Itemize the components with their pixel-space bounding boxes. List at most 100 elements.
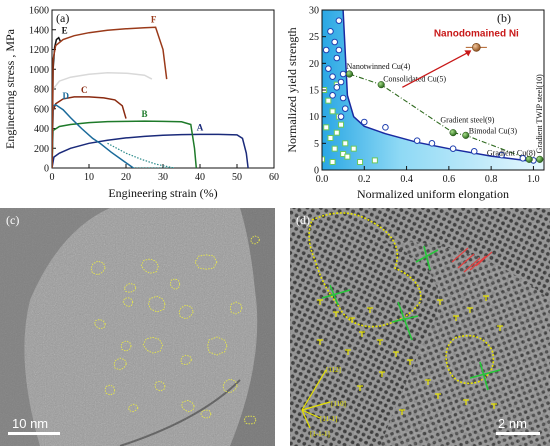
panel-a-x-tick-label: 20 bbox=[121, 172, 131, 183]
panel-b-point-label: Bimodal Cu(3) bbox=[469, 126, 518, 135]
panel-c-domain-outlines bbox=[90, 235, 261, 425]
panel-a-y-tick-label: 400 bbox=[34, 124, 49, 135]
panel-b-labeled-point bbox=[525, 155, 533, 163]
panel-b-circle-point bbox=[337, 78, 345, 86]
panel-b-strength-elongation-chart: Nanotwinned Cu(4) Consolidated Cu(5) Gradi… bbox=[285, 6, 545, 201]
panel-a-x-axis-label: Engineering strain (%) bbox=[108, 186, 217, 200]
panel-b-circle-point bbox=[327, 28, 334, 35]
panel-b-circle-point bbox=[339, 94, 347, 102]
panel-a-curve-label-E: E bbox=[62, 26, 68, 36]
panel-a-y-axis-label: Engineering stress , MPa bbox=[3, 28, 17, 149]
panel-b-x-axis-label: Normalized uniform elongation bbox=[357, 187, 509, 201]
panel-b-highlight-arrowhead bbox=[464, 50, 472, 57]
panel-a-curve-label-F: F bbox=[151, 14, 157, 24]
panel-b-point-label: Gradient steel(9) bbox=[440, 116, 494, 125]
panel-d-noise-texture bbox=[290, 208, 550, 446]
panel-b-circle-point bbox=[329, 73, 336, 80]
panel-a-y-tick-label: 1600 bbox=[29, 6, 49, 17]
panel-b-circle-point bbox=[331, 38, 338, 46]
panel-a-x-tick-label: 10 bbox=[84, 172, 94, 183]
panel-a-label: (a) bbox=[56, 11, 69, 25]
panel-c-dark-edge bbox=[0, 208, 110, 446]
panel-b-y-tick-label: 25 bbox=[309, 32, 319, 43]
panel-b-square-point bbox=[329, 159, 336, 165]
panel-a-curve-C bbox=[52, 96, 127, 168]
panel-a-curve-label-D: D bbox=[62, 91, 69, 101]
panel-b-circle-point bbox=[413, 137, 421, 144]
panel-d-hrtem-micrograph: [112] [110] [11-1] [1-1-1] (d) 2 nm bbox=[290, 208, 550, 446]
panel-b-square-point bbox=[331, 145, 338, 152]
panel-b-square-point bbox=[350, 145, 357, 152]
panel-a-curve-unlabeled-5 bbox=[52, 71, 153, 168]
panel-b-y-tick-label: 0 bbox=[314, 166, 319, 177]
panel-c-right-edge bbox=[230, 208, 275, 446]
panel-c-domain-outline bbox=[229, 301, 243, 315]
panel-c-domain-outline bbox=[142, 336, 164, 354]
panel-d-domain-outline-small bbox=[445, 334, 495, 385]
panel-b-labeled-point bbox=[462, 131, 470, 139]
direction-11-1: [11-1] bbox=[320, 415, 337, 423]
panel-b-point-label: Nanotwinned Cu(4) bbox=[346, 62, 410, 71]
panel-b-circle-point bbox=[329, 92, 336, 99]
panel-c-scale-bar-label: 10 nm bbox=[12, 416, 48, 431]
panel-b-circle-point bbox=[360, 118, 368, 126]
direction-1-1-1: [1-1-1] bbox=[310, 430, 330, 438]
panel-b-point-label: Consolidated Cu(5) bbox=[383, 75, 446, 84]
panel-b-square-point bbox=[333, 129, 340, 136]
panel-c-domain-outline bbox=[222, 378, 238, 394]
panel-b-highlight-arrow bbox=[402, 50, 471, 88]
panel-b-y-tick-label: 5 bbox=[314, 139, 319, 150]
panel-b-y-tick-label: 15 bbox=[309, 86, 319, 97]
panel-d-dislocation-markers bbox=[321, 245, 501, 391]
panel-b-square-point bbox=[342, 140, 349, 147]
panel-a-y-tick-label: 600 bbox=[34, 104, 49, 115]
panel-a-x-tick-label: 30 bbox=[158, 172, 168, 183]
panel-b-x-tick-label: 0.4 bbox=[400, 174, 413, 185]
panel-b-circle-point bbox=[519, 154, 527, 162]
panel-b-circle-point bbox=[428, 140, 436, 147]
panel-b-square-point bbox=[338, 121, 345, 128]
panel-b-circle-point bbox=[337, 113, 345, 120]
panel-a-x-tick-label: 40 bbox=[195, 172, 205, 183]
panel-a-curve-label-C: C bbox=[81, 85, 88, 95]
panel-c-scale-bar bbox=[8, 432, 60, 435]
panel-a-curve-label-B: B bbox=[141, 109, 147, 119]
direction-112: [112] bbox=[326, 366, 341, 374]
panel-b-y-tick-label: 30 bbox=[309, 6, 319, 17]
panel-d-crystal-directions: [112] [110] [11-1] [1-1-1] bbox=[301, 366, 346, 438]
panel-b-labeled-point bbox=[449, 129, 457, 137]
panel-b-square-point bbox=[325, 97, 332, 104]
panel-b-circle-point bbox=[449, 145, 457, 152]
panel-a-y-tick-label: 1200 bbox=[29, 45, 49, 56]
panel-c-boundary-line bbox=[119, 379, 241, 446]
panel-b-square-point bbox=[329, 108, 336, 115]
panel-a-curve-F bbox=[52, 26, 168, 168]
panel-b-square-point bbox=[371, 157, 378, 164]
panel-b-circle-point bbox=[498, 151, 506, 159]
panel-c-domain-outline bbox=[180, 399, 195, 413]
panel-c-domain-outline bbox=[207, 336, 228, 356]
panel-c-tem-micrograph: (c) 10 nm bbox=[0, 208, 275, 446]
panel-d-dislocation-symbols bbox=[317, 295, 503, 415]
panel-c-domain-outline bbox=[194, 254, 218, 270]
panel-c-domain-outline bbox=[127, 403, 139, 413]
panel-b-x-tick-label: 0.2 bbox=[358, 174, 371, 185]
panel-c-label: (c) bbox=[6, 213, 19, 227]
panel-b-square-point bbox=[357, 159, 364, 165]
panel-b-square-point bbox=[323, 124, 330, 131]
panel-a-stress-strain-chart: 0 10 20 30 40 50 60020040060080010001200140016… bbox=[3, 6, 279, 201]
panel-a-y-tick-label: 200 bbox=[34, 144, 49, 155]
panel-b-circle-point bbox=[335, 17, 343, 24]
panel-d-label: (d) bbox=[296, 213, 310, 227]
panel-a-curve-D bbox=[52, 103, 134, 168]
panel-b-y-tick-label: 20 bbox=[309, 59, 319, 70]
panel-a-x-tick-label: 50 bbox=[232, 172, 242, 183]
panel-c-domain-outline bbox=[113, 357, 127, 371]
panel-b-square-point bbox=[344, 153, 351, 160]
panel-b-circle-point bbox=[341, 105, 349, 112]
panel-b-labeled-point bbox=[377, 81, 385, 89]
panel-b-circle-point bbox=[333, 84, 341, 91]
panel-a-y-tick-label: 1400 bbox=[29, 25, 49, 36]
panel-a-y-tick-label: 0 bbox=[44, 164, 49, 175]
